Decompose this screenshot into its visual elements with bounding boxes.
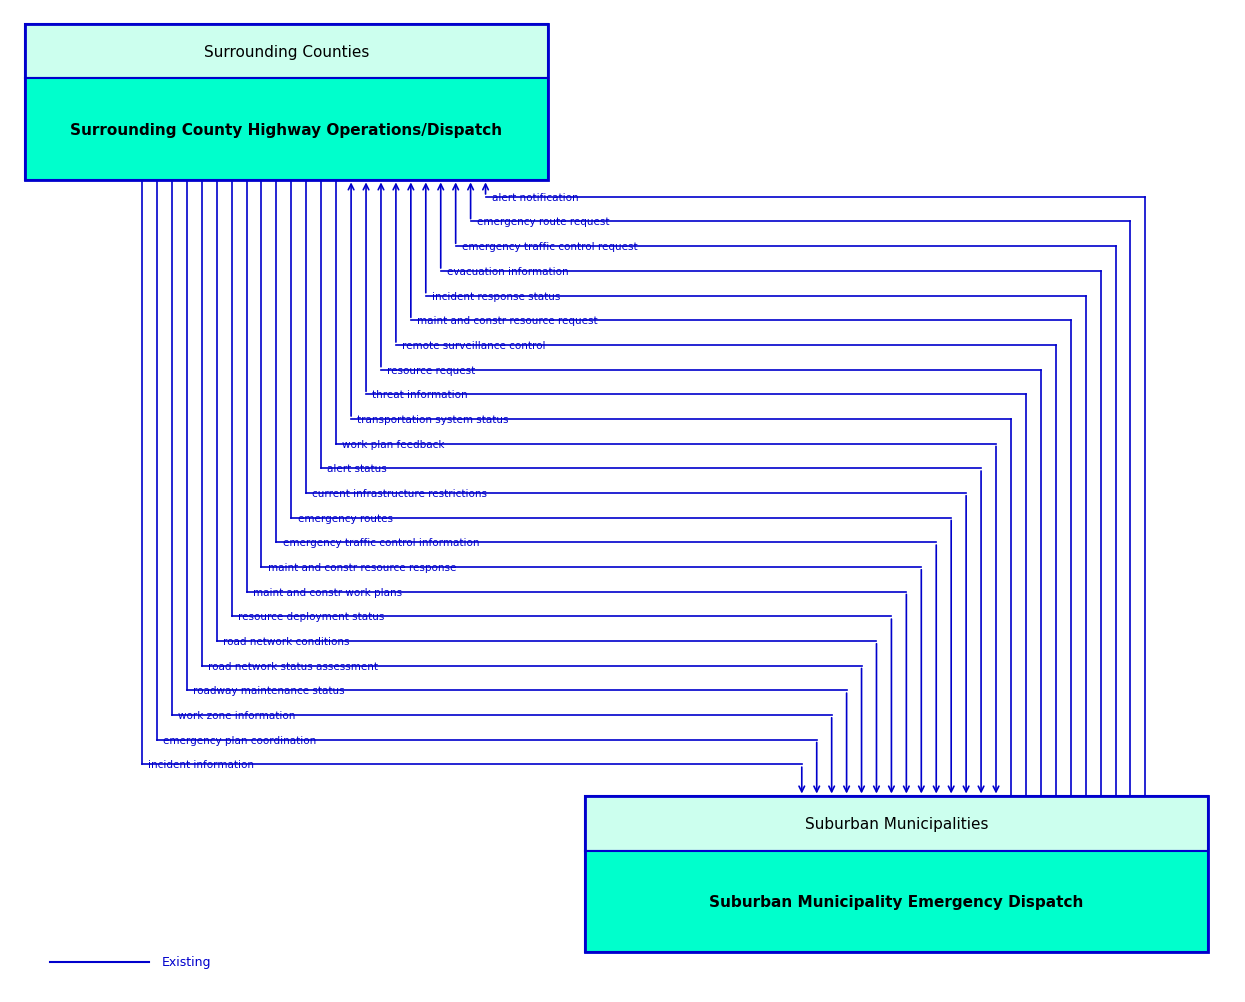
Text: Surrounding County Highway Operations/Dispatch: Surrounding County Highway Operations/Di… — [70, 122, 503, 137]
Text: evacuation information: evacuation information — [447, 267, 569, 277]
Text: emergency routes: emergency routes — [298, 513, 392, 523]
Text: Suburban Municipalities: Suburban Municipalities — [804, 817, 989, 832]
Text: alert status: alert status — [327, 464, 387, 474]
Text: work zone information: work zone information — [178, 710, 295, 720]
Text: resource deployment status: resource deployment status — [238, 611, 385, 621]
Text: road network conditions: road network conditions — [223, 636, 350, 646]
Text: road network status assessment: road network status assessment — [208, 661, 378, 671]
Text: emergency route request: emergency route request — [477, 217, 609, 227]
Text: roadway maintenance status: roadway maintenance status — [193, 685, 345, 695]
Text: work plan feedback: work plan feedback — [342, 439, 444, 449]
FancyBboxPatch shape — [25, 25, 548, 79]
Text: maint and constr resource response: maint and constr resource response — [268, 562, 456, 572]
Text: emergency traffic control request: emergency traffic control request — [462, 241, 637, 252]
Text: remote surveillance control: remote surveillance control — [402, 341, 545, 351]
Text: Existing: Existing — [162, 956, 212, 968]
FancyBboxPatch shape — [585, 851, 1208, 952]
Text: emergency traffic control information: emergency traffic control information — [283, 538, 479, 548]
FancyBboxPatch shape — [25, 79, 548, 180]
Text: maint and constr work plans: maint and constr work plans — [253, 587, 402, 597]
Text: transportation system status: transportation system status — [357, 415, 509, 425]
Text: emergency plan coordination: emergency plan coordination — [163, 734, 316, 744]
Text: incident response status: incident response status — [432, 292, 560, 302]
Text: threat information: threat information — [372, 390, 468, 400]
FancyBboxPatch shape — [585, 797, 1208, 851]
Text: current infrastructure restrictions: current infrastructure restrictions — [312, 488, 488, 498]
Text: maint and constr resource request: maint and constr resource request — [417, 316, 598, 326]
Text: resource request: resource request — [387, 365, 476, 375]
Text: incident information: incident information — [148, 760, 254, 770]
Text: Surrounding Counties: Surrounding Counties — [204, 45, 369, 60]
Text: Suburban Municipality Emergency Dispatch: Suburban Municipality Emergency Dispatch — [710, 894, 1083, 909]
Text: alert notification: alert notification — [492, 192, 579, 202]
